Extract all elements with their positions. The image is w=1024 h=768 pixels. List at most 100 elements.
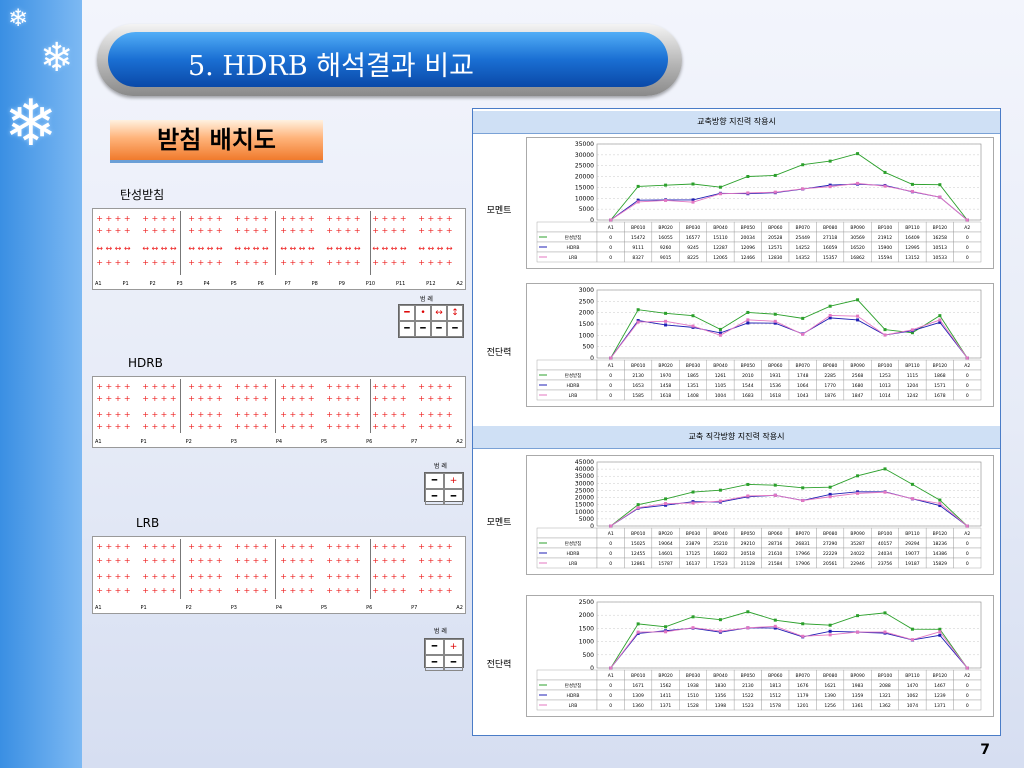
data-point (773, 618, 777, 622)
data-point (718, 333, 722, 337)
data-label: 0 (609, 373, 612, 379)
bearing-mark: + (399, 382, 407, 391)
data-point (828, 185, 832, 189)
bearing-mark (316, 587, 325, 595)
bearing-mark: + (280, 214, 287, 223)
bearing-mark: + (307, 422, 315, 431)
bearing-mark: + (372, 410, 379, 419)
data-label: 12455 (631, 551, 645, 557)
snowflake-icon: ❄ (8, 4, 29, 32)
bearing-mark: + (427, 410, 435, 419)
bearing-mark: + (215, 214, 223, 223)
x-tick-label: BP030 (686, 363, 701, 369)
data-label: 0 (609, 393, 612, 399)
bearing-mark (132, 395, 141, 403)
bearing-mark: + (96, 422, 103, 431)
bearing-row: + + + + + + + + + + + + + + + + + + + + + + + + + + + + + + + + (95, 423, 463, 431)
bearing-mark: + (261, 586, 269, 595)
table-cell (536, 359, 598, 371)
x-tick-label: BP110 (905, 363, 920, 369)
bearing-mark: + (353, 422, 361, 431)
bearing-mark: + (215, 226, 223, 235)
data-point (828, 485, 832, 489)
chart-shear-longitudinal: 0 500 1000 1500 2000 2500 3000 A1 BP010 BP020 BP03… (526, 283, 994, 407)
bearing-mark: + (169, 556, 177, 565)
bearing-mark: + (307, 394, 315, 403)
bearing-mark: + (234, 556, 241, 565)
data-point (773, 190, 777, 194)
bearing-mark: + (445, 556, 453, 565)
bearing-mark: + (105, 556, 113, 565)
bearing-mark (132, 215, 141, 223)
data-label: 0 (966, 551, 969, 557)
data-point (664, 630, 668, 634)
data-label: 0 (609, 245, 612, 251)
data-label: 1536 (770, 383, 782, 389)
bearing-mark: ↔ (151, 244, 159, 253)
bearing-mark: + (418, 556, 425, 565)
data-label: 1411 (660, 693, 672, 699)
bearing-mark: + (96, 382, 103, 391)
bearing-mark: + (188, 226, 195, 235)
data-point (718, 327, 722, 331)
data-label: 1064 (797, 383, 809, 389)
bearing-mark (178, 245, 187, 253)
bearing-mark: + (151, 542, 159, 551)
bearing-mark: + (252, 226, 260, 235)
bearing-mark: + (289, 422, 297, 431)
bearing-mark (178, 259, 187, 267)
bearing-mark (132, 557, 141, 565)
bearing-mark: + (197, 382, 205, 391)
data-label: 1678 (934, 393, 946, 399)
span-divider (180, 211, 182, 275)
bearing-mark: + (436, 394, 444, 403)
bearing-mark: + (335, 258, 343, 267)
bearing-mark (178, 423, 187, 431)
data-label: 0 (966, 235, 969, 241)
x-tick-label: BP110 (905, 673, 920, 679)
pier-label: P6 (366, 605, 373, 611)
data-label: 1105 (715, 383, 727, 389)
bearing-mark (408, 543, 417, 551)
bearing-mark: + (151, 214, 159, 223)
bearing-mark: + (188, 382, 195, 391)
bearing-mark (316, 411, 325, 419)
y-tick-label: 0 (590, 523, 594, 530)
legend-symbol: ━ (447, 321, 463, 337)
bearing-mark: + (206, 382, 214, 391)
bearing-mark: + (335, 410, 343, 419)
data-point (938, 314, 942, 318)
data-label: 1970 (660, 373, 672, 379)
row-label-shear: 전단력 (486, 348, 512, 358)
data-point (691, 200, 695, 204)
bearing-mark: ↔ (160, 244, 168, 253)
bearing-mark: + (372, 258, 379, 267)
data-label: 1179 (797, 693, 809, 699)
bearing-mark: + (418, 586, 425, 595)
bearing-mark: ↔ (436, 244, 444, 253)
data-point (691, 490, 695, 494)
data-label: 1510 (687, 693, 699, 699)
bearing-mark: ↔ (114, 244, 122, 253)
pier-label: P11 (395, 281, 406, 287)
bearing-mark (408, 259, 417, 267)
x-tick-label: BP030 (686, 673, 701, 679)
bearing-mark: ↔ (445, 244, 453, 253)
bearing-mark: + (142, 214, 149, 223)
data-label: 0 (609, 383, 612, 389)
bearing-mark: + (390, 410, 398, 419)
data-label: 1361 (852, 703, 864, 709)
pier-label: P5 (230, 281, 237, 287)
data-point (856, 181, 860, 185)
bearing-mark: + (243, 226, 251, 235)
legend-symbol: ━ (425, 489, 444, 505)
legend-entry: HDRB (566, 693, 579, 699)
data-label: 1578 (770, 703, 782, 709)
bearing-mark: + (335, 542, 343, 551)
bearing-mark: + (261, 542, 269, 551)
bearing-mark (408, 395, 417, 403)
data-label: 15025 (631, 541, 645, 547)
bearing-mark: + (298, 586, 306, 595)
legend-entry: LRB (569, 255, 578, 261)
bearing-row: + + + + + + + + + + + + + + + + + + + + + + + + + + + + + + + + (95, 227, 463, 235)
